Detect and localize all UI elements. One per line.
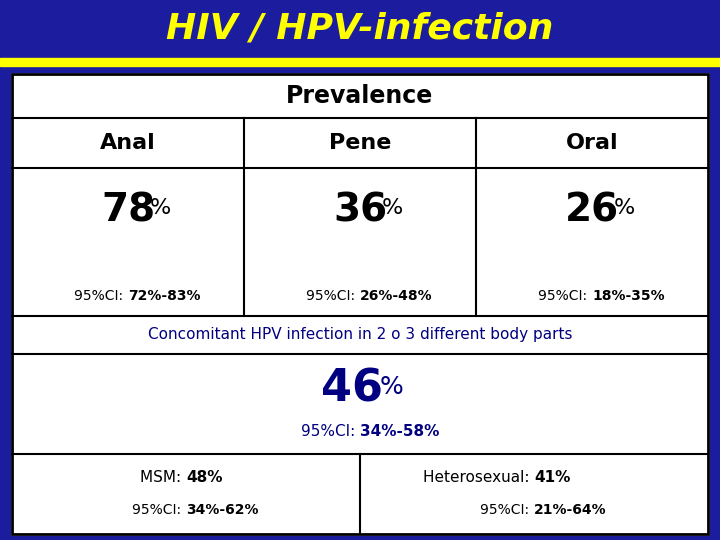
Text: Oral: Oral xyxy=(566,133,618,153)
Text: %: % xyxy=(382,198,403,218)
Bar xyxy=(12,74,708,534)
Bar xyxy=(12,74,708,534)
Text: Concomitant HPV infection in 2 o 3 different body parts: Concomitant HPV infection in 2 o 3 diffe… xyxy=(148,327,572,342)
Text: Heterosexual:: Heterosexual: xyxy=(423,470,534,485)
Text: 34%-62%: 34%-62% xyxy=(186,503,258,517)
Text: %: % xyxy=(150,198,171,218)
Text: MSM:: MSM: xyxy=(140,470,186,485)
Text: 95%CI:: 95%CI: xyxy=(539,289,592,303)
Text: 95%CI:: 95%CI: xyxy=(301,424,360,440)
Text: 26%-48%: 26%-48% xyxy=(360,289,433,303)
Text: Pene: Pene xyxy=(329,133,391,153)
Text: 72%-83%: 72%-83% xyxy=(128,289,200,303)
Text: 95%CI:: 95%CI: xyxy=(74,289,128,303)
Text: 46: 46 xyxy=(321,368,383,410)
Bar xyxy=(0,0,720,58)
Text: Anal: Anal xyxy=(100,133,156,153)
Text: 48%: 48% xyxy=(186,470,222,485)
Text: %: % xyxy=(380,375,404,399)
Text: 34%-58%: 34%-58% xyxy=(360,424,439,440)
Text: 36: 36 xyxy=(333,191,387,229)
Text: 21%-64%: 21%-64% xyxy=(534,503,607,517)
Text: HIV / HPV-infection: HIV / HPV-infection xyxy=(166,12,554,46)
Text: 95%CI:: 95%CI: xyxy=(307,289,360,303)
Text: Prevalence: Prevalence xyxy=(287,84,433,108)
Text: 41%: 41% xyxy=(534,470,570,485)
Text: 95%CI:: 95%CI: xyxy=(480,503,534,517)
Text: 78: 78 xyxy=(101,191,155,229)
Text: 26: 26 xyxy=(565,191,619,229)
Bar xyxy=(0,58,720,66)
Text: 18%-35%: 18%-35% xyxy=(592,289,665,303)
Text: 95%CI:: 95%CI: xyxy=(132,503,186,517)
Text: %: % xyxy=(614,198,635,218)
